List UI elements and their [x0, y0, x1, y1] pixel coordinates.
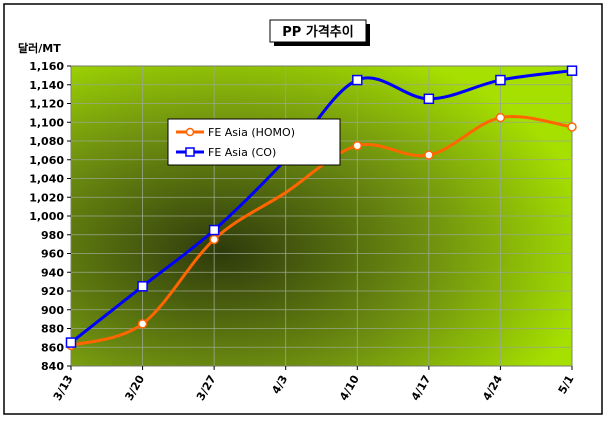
y-tick-label: 1,140: [29, 79, 64, 92]
data-point-co: [423, 93, 435, 105]
legend-label: FE Asia (CO): [208, 146, 276, 159]
data-point-co: [495, 74, 506, 86]
y-tick-label: 880: [41, 323, 64, 336]
chart-title: PP 가격추이: [282, 24, 353, 40]
y-tick-label: 1,060: [29, 154, 64, 167]
title-box: [269, 19, 367, 43]
y-tick-label: 860: [41, 341, 64, 354]
data-point-homo: [209, 234, 219, 245]
legend: FE Asia (HOMO) FE Asia (CO): [167, 118, 341, 166]
y-tick-label: 1,080: [29, 135, 64, 148]
data-point-co: [137, 281, 148, 292]
y-axis-label: 달러/MT: [18, 41, 61, 55]
y-tick-label: 1,020: [29, 191, 64, 204]
legend-box: [167, 118, 341, 166]
y-tick-label: 960: [41, 248, 64, 261]
gridlines: [70, 65, 573, 367]
data-point-co: [566, 65, 578, 76]
data-point-homo: [352, 140, 363, 151]
data-point-co: [208, 224, 220, 236]
data-point-homo: [567, 122, 577, 132]
data-point-homo: [495, 112, 506, 123]
y-tick-label: 840: [41, 360, 64, 373]
data-point-homo: [424, 150, 434, 160]
legend-label: FE Asia (HOMO): [208, 126, 295, 139]
legend-marker-circle: [185, 127, 195, 137]
y-tick-label: 1,040: [29, 173, 64, 186]
y-tick-label: 980: [41, 229, 64, 242]
y-axis-ticks: 840 860 880 900 920 940 960 980 1,000 1,020 1,040 1…: [29, 60, 71, 373]
data-point-co: [65, 337, 77, 348]
series-line: [70, 115, 573, 347]
legend-marker-square: [185, 147, 195, 157]
y-tick-label: 920: [41, 285, 64, 298]
y-tick-label: 940: [41, 266, 64, 279]
y-tick-label: 1,160: [29, 60, 64, 73]
series-lines: [65, 65, 578, 351]
y-tick-label: 900: [41, 304, 64, 317]
y-tick-label: 1,120: [29, 98, 64, 111]
y-tick-label: 1,100: [29, 116, 64, 129]
data-point-co: [352, 74, 363, 86]
data-point-homo: [137, 319, 148, 329]
y-tick-label: 1,000: [29, 210, 64, 223]
